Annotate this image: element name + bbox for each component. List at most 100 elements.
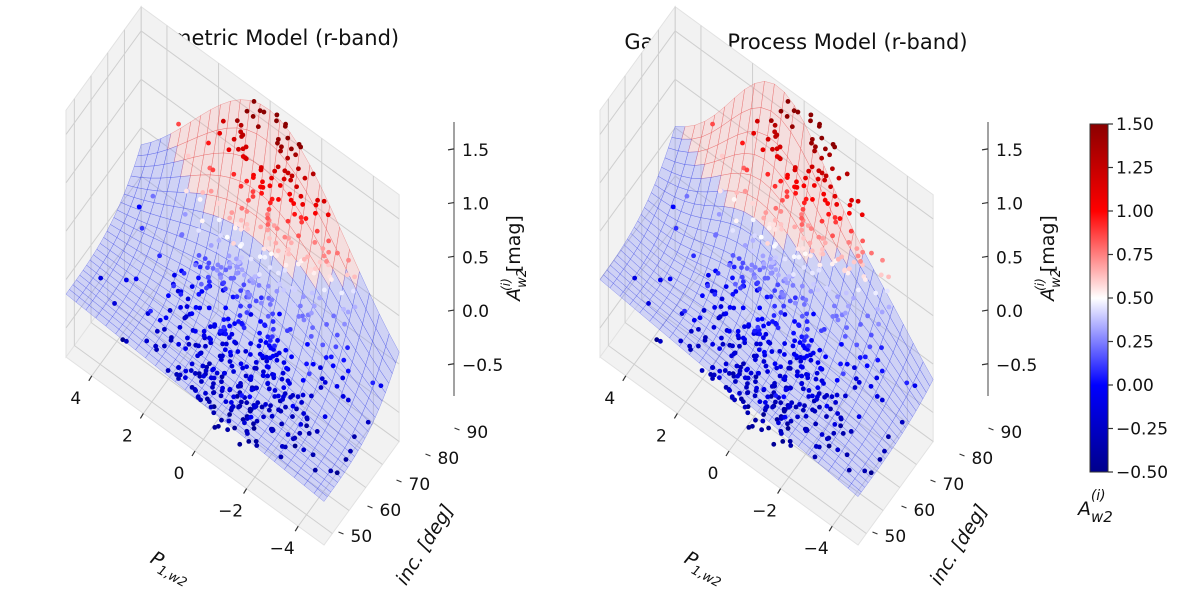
- data-point: [757, 399, 763, 405]
- data-point: [229, 210, 235, 216]
- data-point: [838, 423, 844, 429]
- data-point: [773, 267, 779, 273]
- data-point: [822, 240, 828, 246]
- data-point: [208, 188, 214, 194]
- data-point: [283, 347, 289, 353]
- data-point: [301, 447, 307, 453]
- data-point: [210, 384, 215, 390]
- data-point: [745, 390, 750, 396]
- data-point: [719, 153, 725, 159]
- data-point: [243, 156, 249, 162]
- colorbar-tick-label: 0.50: [1116, 289, 1154, 309]
- data-point: [763, 363, 769, 369]
- data-point: [220, 385, 226, 391]
- data-point: [848, 228, 854, 234]
- data-point: [265, 227, 271, 233]
- data-point: [701, 308, 707, 313]
- data-point: [800, 407, 806, 413]
- data-point: [806, 394, 812, 399]
- data-point: [265, 212, 270, 217]
- data-point: [268, 403, 273, 409]
- data-point: [240, 365, 246, 371]
- data-point: [822, 394, 828, 400]
- data-point: [154, 328, 160, 334]
- data-point: [670, 204, 676, 210]
- data-point: [309, 290, 315, 296]
- data-point: [772, 183, 778, 189]
- y-tick-mark: [988, 427, 994, 431]
- data-point: [218, 264, 224, 270]
- data-point: [778, 400, 784, 406]
- data-point: [803, 428, 809, 434]
- data-point: [784, 189, 790, 195]
- data-point: [223, 267, 229, 273]
- data-point: [835, 411, 841, 416]
- data-point: [788, 443, 794, 448]
- data-point: [657, 277, 663, 283]
- data-point: [326, 238, 332, 244]
- data-point: [799, 381, 805, 387]
- data-point: [749, 262, 755, 268]
- data-point: [257, 108, 263, 114]
- data-point: [289, 173, 295, 179]
- data-point: [844, 452, 850, 458]
- x-tick-mark: [294, 525, 299, 532]
- data-point: [210, 266, 216, 271]
- data-point: [322, 287, 327, 293]
- z-tick-mark: [447, 363, 455, 366]
- data-point: [734, 363, 740, 369]
- data-point: [296, 233, 301, 239]
- data-point: [166, 293, 171, 299]
- data-point: [183, 368, 189, 374]
- data-point: [281, 385, 287, 391]
- data-point: [824, 436, 830, 442]
- data-point: [818, 365, 823, 371]
- data-point: [756, 286, 762, 292]
- data-point: [730, 253, 736, 258]
- data-point: [290, 414, 295, 419]
- surface-patch: [847, 483, 862, 497]
- data-point: [812, 454, 818, 460]
- z-tick-label: 0.0: [462, 302, 489, 322]
- data-point: [809, 393, 815, 399]
- wall-grid-line: [140, 30, 400, 220]
- data-point: [288, 197, 294, 203]
- data-point: [787, 438, 793, 444]
- data-point: [775, 325, 781, 331]
- data-point: [834, 202, 840, 207]
- data-point: [733, 218, 739, 224]
- data-point: [744, 384, 749, 390]
- data-point: [740, 279, 746, 285]
- data-point: [165, 368, 171, 373]
- data-point: [767, 221, 773, 227]
- data-point: [294, 406, 299, 412]
- data-point: [328, 277, 334, 282]
- data-point: [772, 361, 778, 367]
- data-point: [799, 313, 805, 319]
- data-point: [868, 332, 874, 338]
- data-point: [886, 434, 891, 440]
- data-point: [695, 343, 701, 349]
- data-point: [839, 254, 845, 260]
- data-point: [789, 124, 795, 130]
- x-tick-mark: [777, 488, 782, 494]
- x-tick-label: 0: [174, 464, 185, 484]
- data-point: [301, 256, 307, 262]
- data-point: [231, 171, 237, 177]
- x-tick-label: −2: [752, 502, 777, 522]
- data-point: [200, 363, 206, 369]
- data-point: [796, 322, 801, 328]
- data-point: [791, 330, 796, 336]
- data-point: [729, 394, 735, 400]
- data-point: [227, 359, 233, 364]
- y-axis-label: inc. [deg]: [926, 501, 993, 589]
- data-point: [171, 283, 177, 289]
- data-point: [328, 354, 334, 360]
- data-point: [738, 364, 744, 370]
- data-point: [219, 379, 224, 385]
- data-point: [776, 420, 781, 426]
- data-point: [825, 302, 831, 308]
- data-point: [779, 431, 784, 436]
- data-point: [771, 313, 777, 318]
- data-point: [800, 206, 806, 212]
